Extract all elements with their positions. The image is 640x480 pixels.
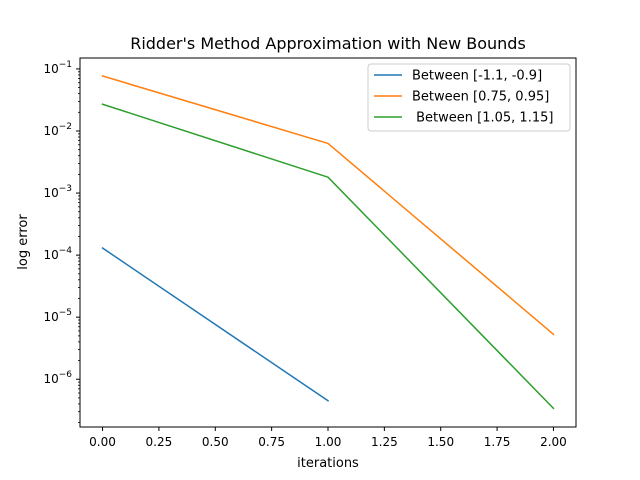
x-tick-label: 1.25: [371, 435, 398, 449]
series-line: [101, 103, 555, 410]
x-axis-label: iterations: [297, 456, 359, 471]
y-tick-base: 10: [43, 62, 58, 76]
y-tick-base: 10: [43, 186, 58, 200]
legend-box: [367, 63, 571, 132]
y-tick-exponent: −3: [59, 184, 72, 194]
x-tick-label: 1.00: [315, 435, 342, 449]
legend-label: Between [-1.1, -0.9]: [412, 69, 542, 84]
plot-frame: [79, 57, 577, 428]
chart-title: Ridder's Method Approximation with New B…: [130, 34, 526, 53]
y-tick-label: 10−3: [43, 184, 72, 200]
y-tick-label: 10−4: [43, 246, 72, 262]
y-axis-label: log error: [16, 214, 31, 270]
y-tick-exponent: −4: [59, 246, 73, 256]
legend: Between [-1.1, -0.9] Between [0.75, 0.95]…: [367, 63, 571, 132]
legend-label: Between [0.75, 0.95]: [412, 90, 549, 105]
series-line: [101, 75, 555, 336]
x-tick-label: 2.00: [540, 435, 567, 449]
y-tick-exponent: −5: [59, 308, 72, 318]
y-tick-label: 10−1: [43, 60, 72, 76]
x-tick-label: 0.25: [146, 435, 173, 449]
y-tick-base: 10: [43, 310, 58, 324]
x-tick-label: 0.50: [202, 435, 229, 449]
series-layer: [101, 75, 555, 410]
legend-label: Between [1.05, 1.15]: [412, 111, 553, 126]
series-line: [101, 246, 330, 402]
y-tick-base: 10: [43, 124, 58, 138]
y-tick-exponent: −6: [59, 370, 73, 380]
x-tick-label: 0.00: [89, 435, 116, 449]
y-tick-base: 10: [43, 248, 58, 262]
x-tick-label: 1.75: [484, 435, 511, 449]
y-tick-label: 10−6: [43, 370, 72, 386]
y-tick-exponent: −2: [59, 122, 72, 132]
y-tick-base: 10: [43, 372, 58, 386]
ticks-layer: 0.00 0.25 0.50 0.75 1.00 1.25 1.50 1.75 2.0010−1…: [43, 60, 566, 449]
y-tick-exponent: −1: [59, 60, 72, 70]
x-tick-label: 0.75: [258, 435, 285, 449]
y-tick-label: 10−2: [43, 122, 72, 138]
y-tick-label: 10−5: [43, 308, 72, 324]
x-tick-label: 1.50: [427, 435, 454, 449]
